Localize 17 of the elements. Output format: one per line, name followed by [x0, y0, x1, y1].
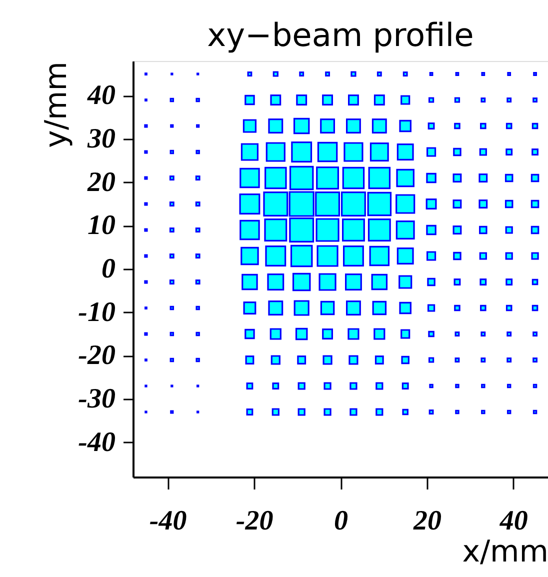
y-tick-label: 10: [88, 210, 116, 242]
y-tick-label: -30: [78, 384, 116, 414]
chart-title: xy−beam profile: [207, 16, 474, 54]
y-tick-label: 40: [86, 80, 116, 112]
x-tick-label: 40: [498, 506, 528, 536]
x-tick-label: -40: [149, 506, 187, 536]
x-tick-label: 0: [334, 506, 348, 536]
y-tick-label: -40: [78, 426, 116, 458]
y-axis-title: y/mm: [39, 62, 74, 148]
x-tick-label: 20: [412, 506, 442, 536]
y-tick-label: 30: [86, 124, 116, 154]
y-tick-label: -20: [78, 340, 116, 372]
y-tick-label: 0: [102, 254, 116, 284]
y-tick-label: -10: [78, 296, 116, 328]
x-tick-label: -20: [236, 506, 274, 536]
y-tick-label: 20: [86, 166, 116, 198]
x-axis-title: x/mm: [462, 534, 548, 570]
